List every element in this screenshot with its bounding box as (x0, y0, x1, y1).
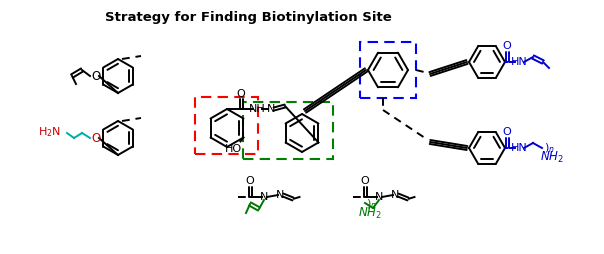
Text: O: O (237, 89, 245, 99)
Text: HN: HN (510, 57, 527, 67)
Text: $)_n$: $)_n$ (544, 141, 555, 155)
Text: O: O (91, 70, 101, 83)
Bar (360, 42, 416, 98)
Text: N: N (391, 190, 399, 200)
Text: $\mathdefault{H_2N}$: $\mathdefault{H_2N}$ (37, 125, 60, 139)
Text: N: N (267, 104, 275, 114)
Text: N: N (276, 190, 284, 200)
Text: HN: HN (510, 143, 527, 153)
Text: $NH_2$: $NH_2$ (358, 205, 382, 220)
Bar (243, 102, 333, 159)
Text: O: O (503, 127, 512, 137)
Text: O: O (361, 176, 370, 186)
Text: HO: HO (225, 144, 242, 153)
Text: O: O (503, 41, 512, 51)
Text: NH: NH (249, 104, 265, 114)
Text: Strategy for Finding Biotinylation Site: Strategy for Finding Biotinylation Site (104, 11, 391, 24)
Text: $)_n$: $)_n$ (366, 197, 377, 211)
Text: O: O (246, 176, 254, 186)
Bar (195, 97, 258, 154)
Text: N: N (375, 192, 383, 202)
Text: O: O (91, 132, 101, 145)
Text: N: N (260, 192, 268, 202)
Text: $NH_2$: $NH_2$ (540, 149, 564, 165)
